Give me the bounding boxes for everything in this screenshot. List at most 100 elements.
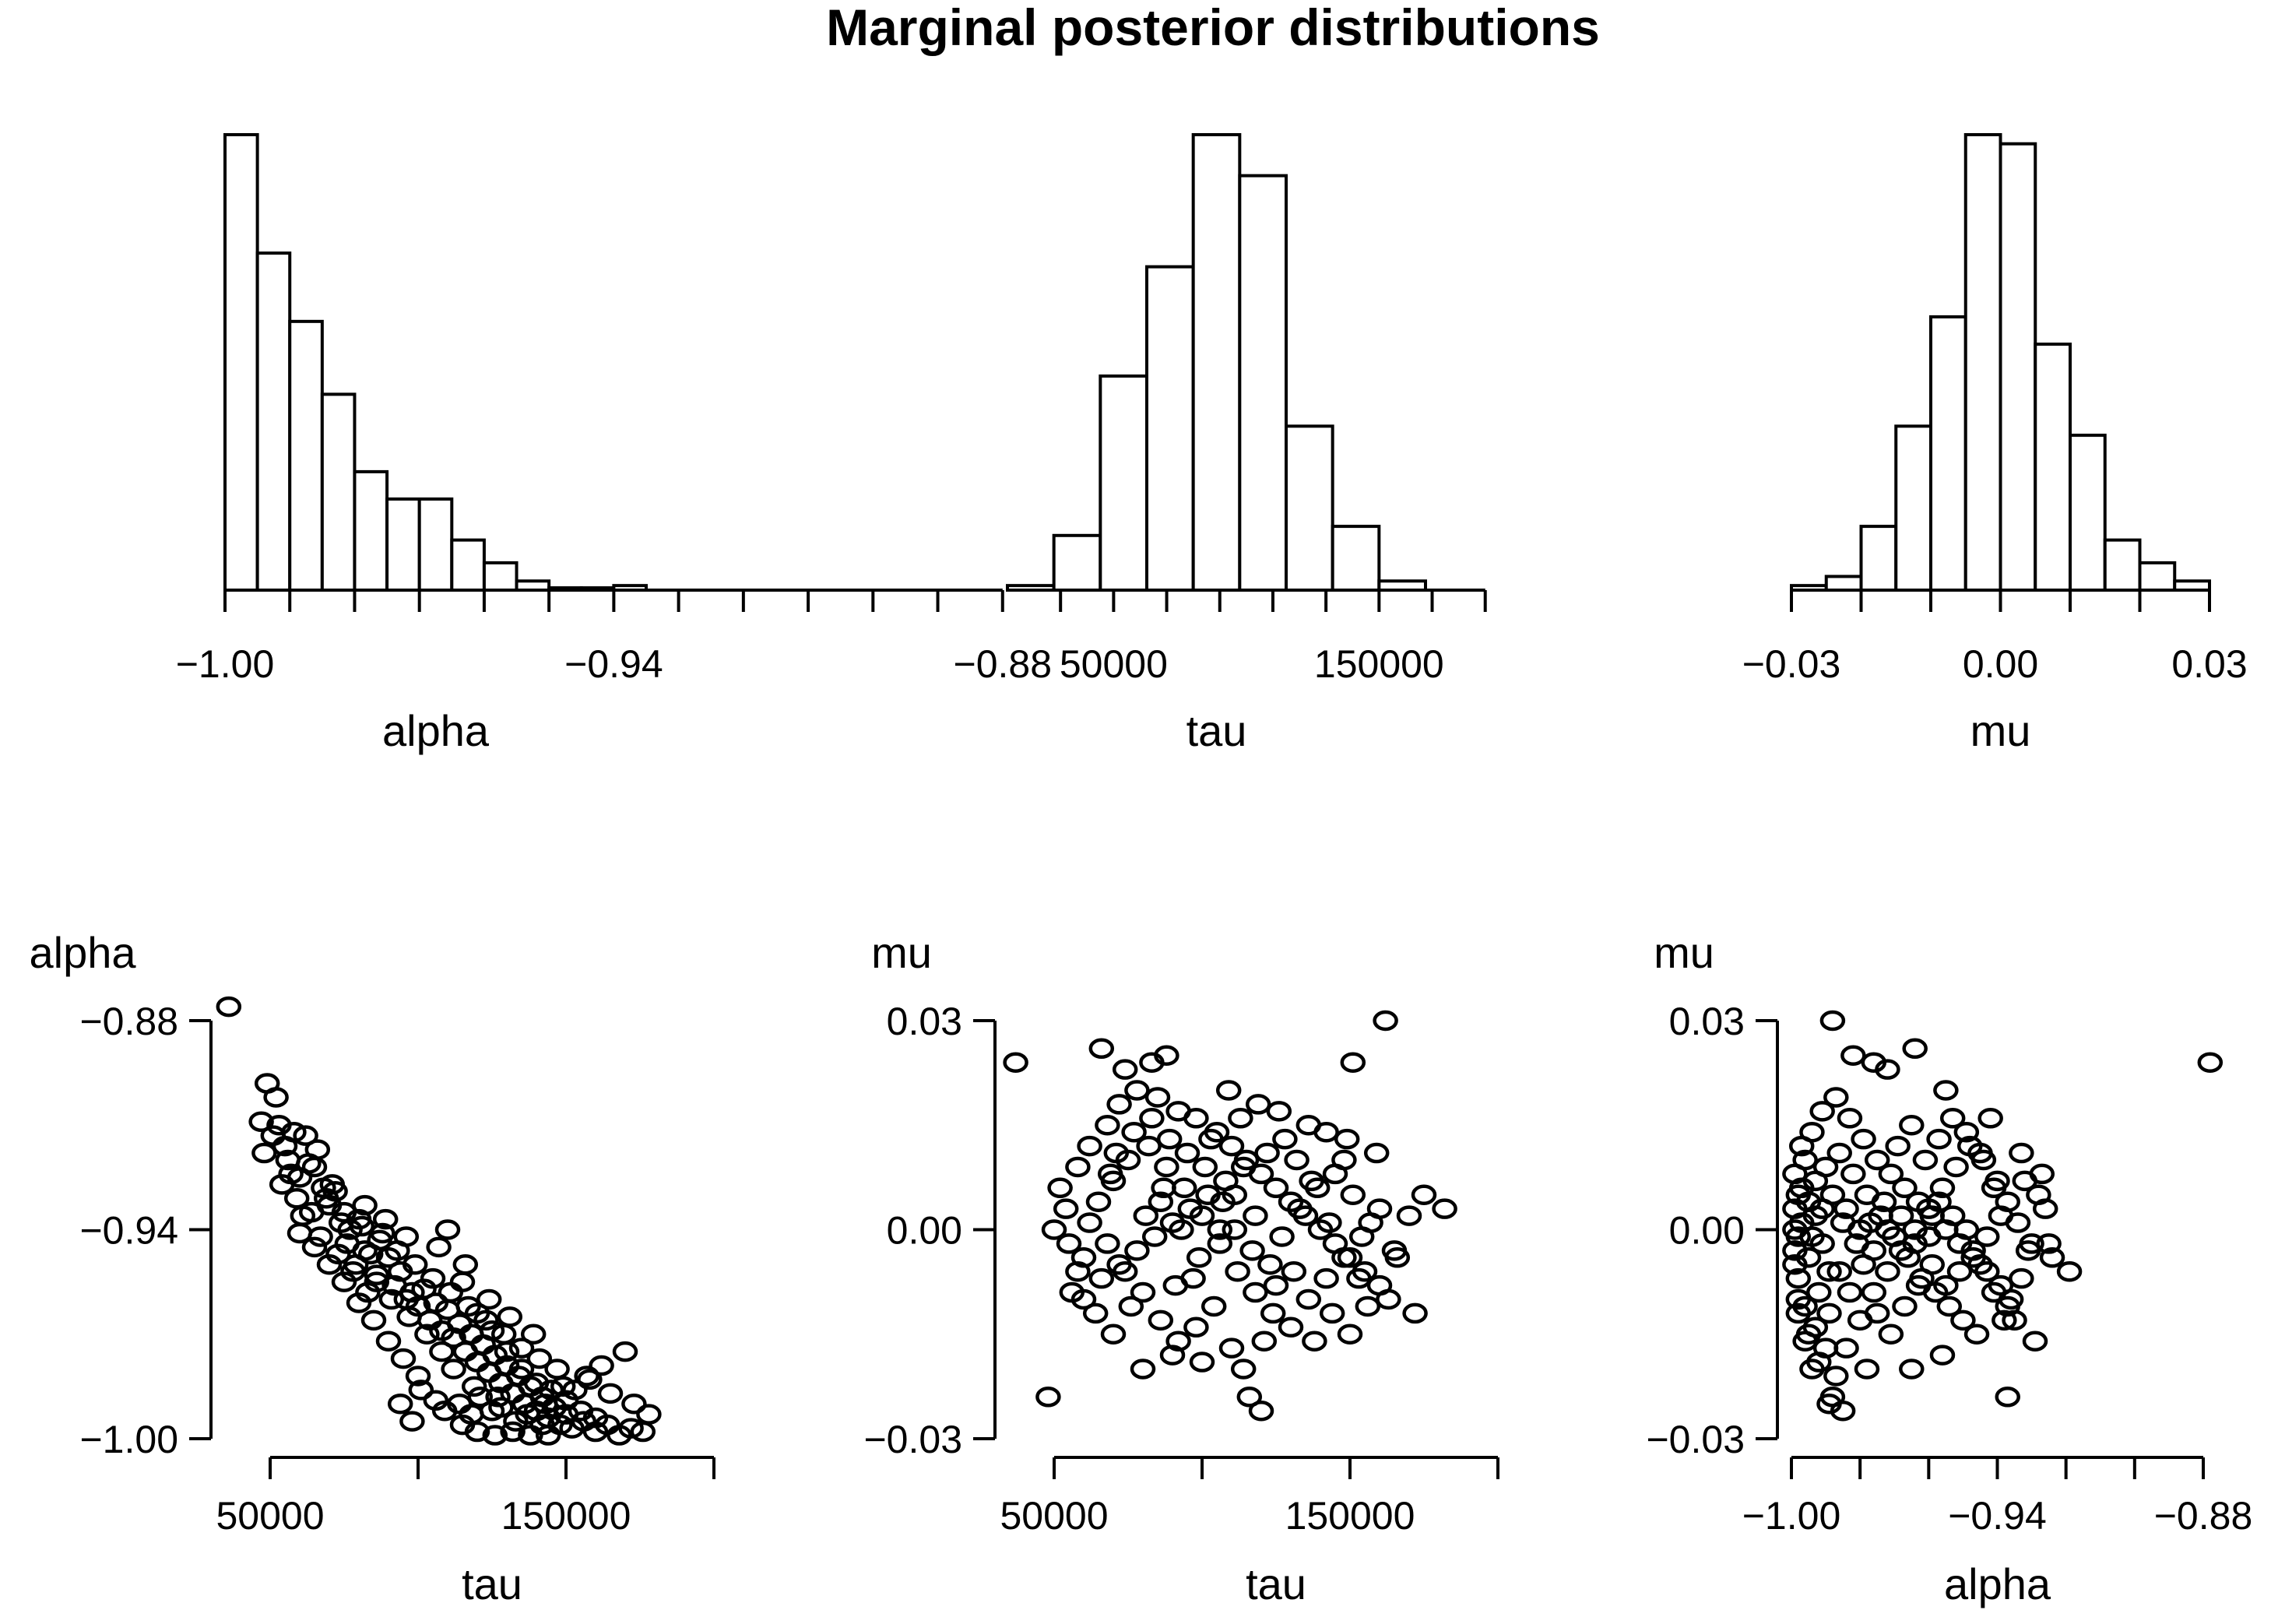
scatter-tau-mu-point — [1103, 1142, 1130, 1164]
scatter-alpha-mu-point — [1871, 1191, 1897, 1212]
scatter-tau-mu-point — [1340, 1184, 1366, 1205]
scatter-tau-mu-point — [1095, 1233, 1120, 1254]
scatter-tau-mu-point — [1295, 1115, 1322, 1136]
scatter-tau-alpha-point — [331, 1201, 357, 1223]
scatter-tau-mu-point — [1263, 1274, 1289, 1296]
scatter-tau-alpha-point — [325, 1243, 351, 1265]
scatter-tau-mu-y-tick-label: 0.00 — [887, 1209, 962, 1253]
scatter-tau-mu-point — [1215, 1080, 1242, 1101]
scatter-tau-mu-point — [1218, 1135, 1245, 1157]
scatter-tau-mu-point — [1366, 1274, 1393, 1296]
scatter-tau-alpha-point — [355, 1281, 381, 1303]
scatter-alpha-mu-point — [1826, 1142, 1852, 1164]
scatter-alpha-mu-point — [1837, 1108, 1863, 1129]
scatter-tau-alpha-point — [449, 1271, 476, 1292]
scatter-tau-alpha-point — [497, 1306, 523, 1327]
scatter-alpha-mu-point — [1792, 1330, 1818, 1352]
hist-mu-bar — [2138, 561, 2177, 592]
scatter-tau-mu-point — [1133, 1205, 1159, 1226]
scatter-alpha-mu-point — [1819, 1184, 1846, 1205]
scatter-tau-mu-point — [1035, 1387, 1061, 1408]
scatter-alpha-mu-x-tick-label: −0.88 — [2154, 1494, 2253, 1538]
scatter-tau-alpha-point — [287, 1222, 313, 1244]
hist-tau-bar — [1238, 174, 1288, 592]
hist-alpha-x-axis-label: alpha — [382, 706, 490, 755]
scatter-alpha-mu-point — [2197, 1052, 2224, 1073]
scatter-tau-mu-point — [1100, 1323, 1127, 1345]
scatter-tau-alpha-point — [378, 1288, 405, 1310]
scatter-alpha-mu-point — [1926, 1128, 1952, 1150]
hist-tau-bar — [1191, 133, 1242, 592]
scatter-alpha-mu-point — [1953, 1219, 1980, 1240]
scatter-alpha-mu-point — [2029, 1163, 2055, 1185]
hist-alpha-panel: −1.00 −0.94 −0.88 alpha — [176, 133, 1053, 755]
scatter-tau-mu-point — [1218, 1338, 1245, 1359]
hist-alpha-x-tick-label: −1.00 — [176, 642, 275, 686]
scatter-tau-alpha-panel: −1.00 −0.94 −0.88 alpha 50000 150000 tau — [29, 928, 715, 1608]
scatter-alpha-mu-point — [1785, 1267, 1812, 1289]
scatter-tau-mu-point — [1363, 1142, 1390, 1164]
scatter-tau-alpha-point — [216, 996, 242, 1018]
scatter-tau-mu-point — [1186, 1247, 1212, 1268]
scatter-alpha-mu-point — [1943, 1156, 1969, 1178]
scatter-alpha-mu-point — [1967, 1142, 1993, 1164]
hist-mu-x-axis-label: mu — [1970, 706, 2031, 755]
scatter-alpha-mu-point — [1995, 1387, 2020, 1408]
hist-alpha-bar — [255, 251, 292, 592]
hist-tau-bar — [1099, 374, 1149, 592]
scatter-alpha-mu-point — [1823, 1366, 1849, 1387]
scatter-alpha-mu-point — [1981, 1281, 2007, 1303]
scatter-tau-mu-point — [1257, 1254, 1283, 1275]
scatter-tau-mu-point — [1207, 1219, 1233, 1240]
scatter-tau-alpha-point — [508, 1359, 535, 1380]
scatter-tau-alpha-point — [618, 1418, 644, 1439]
scatter-tau-alpha-point — [441, 1359, 466, 1380]
scatter-tau-mu-point — [1183, 1316, 1209, 1338]
hist-mu-bar — [2103, 538, 2142, 592]
scatter-tau-mu-point — [1402, 1302, 1428, 1324]
hist-mu-bar — [2034, 343, 2072, 592]
hist-mu-x-tick-label: 0.00 — [1963, 642, 2038, 686]
scatter-tau-mu-point — [1248, 1400, 1274, 1422]
scatter-tau-mu-point — [1174, 1142, 1201, 1164]
scatter-tau-mu-point — [1169, 1219, 1194, 1240]
scatter-tau-alpha-point — [464, 1302, 490, 1324]
scatter-alpha-mu-x-tick-label: −0.94 — [1948, 1494, 2047, 1538]
scatter-tau-mu-point — [1189, 1205, 1215, 1226]
scatter-tau-mu-point — [1358, 1212, 1383, 1233]
scatter-tau-mu-x-tick-label: 50000 — [1000, 1494, 1108, 1538]
scatter-tau-alpha-point — [367, 1229, 392, 1251]
scatter-alpha-mu-point — [1919, 1254, 1945, 1275]
scatter-tau-mu-point — [1198, 1128, 1224, 1150]
scatter-tau-alpha-point — [533, 1394, 558, 1415]
scatter-alpha-mu-point — [1812, 1156, 1839, 1178]
scatter-tau-mu-point — [1396, 1205, 1422, 1226]
scatter-tau-mu-point — [1299, 1170, 1324, 1192]
scatter-alpha-mu-point — [1992, 1309, 2017, 1331]
scatter-alpha-mu-point — [1902, 1038, 1928, 1060]
scatter-alpha-mu-point — [1864, 1149, 1890, 1171]
scatter-alpha-mu-point — [1809, 1233, 1835, 1254]
scatter-tau-alpha-point — [621, 1394, 647, 1415]
scatter-tau-alpha-point — [520, 1323, 547, 1345]
scatter-tau-mu-x-axis-label: tau — [1246, 1559, 1306, 1608]
scatter-alpha-mu-point — [1939, 1205, 1966, 1226]
scatter-tau-alpha-point — [485, 1387, 511, 1408]
scatter-tau-alpha-point — [352, 1194, 378, 1216]
scatter-alpha-mu-panel: −0.03 0.00 0.03 mu −1.00 −0.94 −0.88 alpha — [1646, 928, 2252, 1608]
scatter-tau-alpha-point — [402, 1254, 428, 1275]
scatter-tau-alpha-point — [508, 1338, 535, 1359]
scatter-tau-alpha-point — [438, 1281, 464, 1303]
scatter-tau-alpha-point — [283, 1187, 310, 1209]
scatter-tau-alpha-point — [301, 1236, 328, 1258]
scatter-alpha-mu-point — [1816, 1260, 1842, 1282]
scatter-alpha-mu-point — [1875, 1059, 1900, 1080]
scatter-alpha-mu-x-tick-label: −1.00 — [1742, 1494, 1841, 1538]
scatter-tau-mu-x-tick-label: 150000 — [1285, 1494, 1415, 1538]
scatter-alpha-mu-point — [1799, 1359, 1825, 1380]
scatter-tau-alpha-point — [612, 1341, 638, 1362]
scatter-alpha-mu-point — [1788, 1177, 1815, 1199]
scatter-alpha-mu-point — [1981, 1177, 2007, 1199]
scatter-alpha-mu-point — [1826, 1260, 1852, 1282]
hist-alpha-x-tick-label: −0.88 — [954, 642, 1053, 686]
